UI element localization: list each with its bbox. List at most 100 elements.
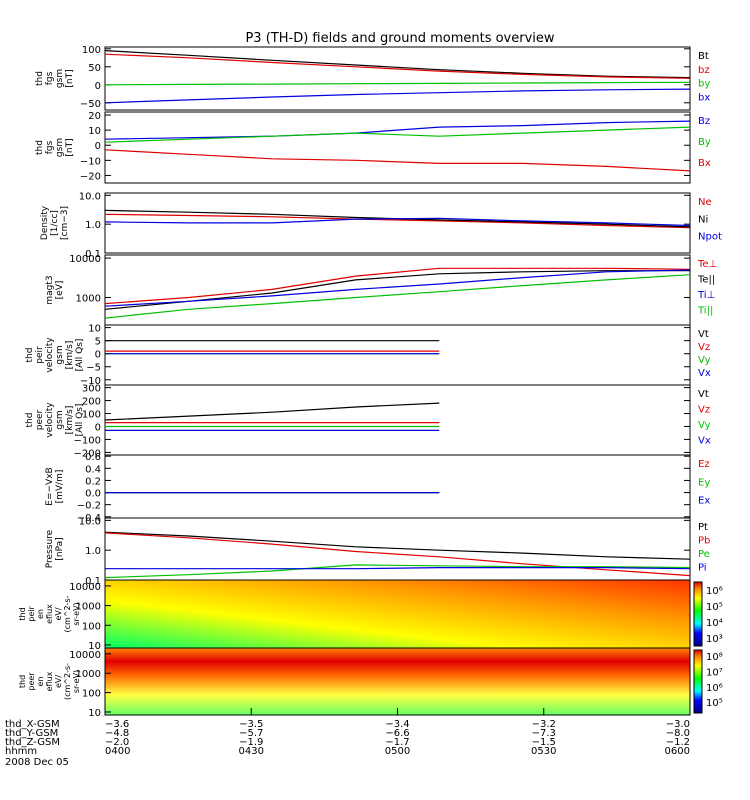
y-axis-label: [nT] (65, 138, 75, 156)
series-line-Pb (104, 532, 691, 577)
x-date: 2008 Dec 05 (5, 757, 69, 768)
panel-frame (104, 324, 691, 386)
colorbar-tick-label: 10⁶ (706, 683, 723, 694)
y-tick-label: −10 (80, 376, 101, 387)
legend-Vy: Vy (698, 355, 711, 366)
x-row-value: −3.4 (385, 719, 409, 730)
panel-efield: 0.60.40.2 0.0−0.2−0.4 E=−VxB [mV/m] Ez Ey Ex (45, 452, 710, 524)
legend-Ne: Ne (698, 197, 712, 208)
legend-by: by (698, 79, 710, 90)
y-tick-label: 10 (88, 324, 101, 335)
panel-peer-velocity: 300 200 1000 −100 −200 thd peer velocity gsm [km/… (25, 384, 711, 460)
x-row-value: −1.9 (239, 737, 263, 748)
y-axis-label: (cm^2-s- (63, 663, 72, 700)
y-axis-label: peer (35, 409, 45, 430)
y-tick-label: 0 (95, 422, 101, 433)
legend-Vz: Vz (698, 405, 710, 416)
series-line-Te|| (104, 270, 690, 310)
chart-title: P3 (TH-D) fields and ground moments over… (245, 31, 554, 46)
legend-Te||: Te|| (697, 275, 715, 286)
y-tick-label: 1000 (76, 602, 101, 613)
panel-frame (104, 111, 691, 184)
y-tick-label: 0.4 (85, 464, 101, 475)
x-row-label: hhmm (5, 746, 37, 757)
y-tick-label: 0.6 (85, 452, 101, 463)
y-axis-label: thd (35, 71, 45, 86)
y-axis-label: magt3 (45, 275, 55, 304)
y-axis-label: Pressure (45, 529, 55, 568)
legend-Bt: Bt (698, 51, 709, 62)
legend-Ti||: Ti|| (697, 306, 713, 317)
y-tick-label: 10 (88, 641, 101, 652)
x-row-value: −8.0 (666, 728, 690, 739)
panel-frame (104, 254, 691, 326)
y-axis-label: [mV/m] (55, 470, 65, 504)
legend-Pe: Pe (698, 549, 710, 560)
y-axis-label: gsm (55, 410, 65, 429)
y-tick-label: 1000 (76, 293, 101, 304)
x-row-value: −1.2 (666, 737, 690, 748)
panel-temperature: 10000 1000 magt3 [eV] Te⊥ Te|| Ti⊥ Ti|| (45, 254, 717, 326)
y-axis-label: sr-eV) (72, 602, 81, 625)
panel-fgs-gsm: 100 50 0 −50 thd fgs gsm [nT] Bt bz by bx (35, 45, 710, 111)
y-axis-label: sr-eV) (72, 670, 81, 693)
legend-Vt: Vt (698, 329, 709, 340)
colorbar-tick-label: 10³ (706, 634, 723, 645)
y-axis-label: eflux (45, 604, 54, 624)
panel-pressure: 10.0 1.0 0.1 Pressure [nPa] Pt Pb Pe Pi (45, 516, 710, 587)
y-tick-label: −50 (80, 99, 101, 110)
y-axis-label: eV/ (54, 607, 63, 620)
y-tick-label: 100 (82, 410, 101, 421)
y-tick-label: 200 (82, 397, 101, 408)
panel-frame (104, 192, 691, 254)
legend-Pi: Pi (698, 563, 707, 574)
y-tick-label: 0.0 (85, 489, 101, 500)
series-line-Pt (104, 531, 691, 560)
legend-Vx: Vx (698, 436, 711, 447)
series-line-bx (104, 88, 691, 104)
series-line-Bz (104, 120, 691, 140)
y-axis-label: [nT] (65, 69, 75, 87)
y-tick-label: 10 (88, 126, 101, 137)
y-tick-label: 10.0 (79, 191, 101, 202)
legend-Vz: Vz (698, 342, 710, 353)
y-tick-label: −0.4 (77, 513, 101, 524)
y-tick-label: 0 (95, 141, 101, 152)
y-tick-label: −200 (74, 448, 101, 459)
spectrogram-image (104, 647, 691, 716)
legend-Vt: Vt (698, 389, 709, 400)
x-row-value: 0600 (665, 746, 690, 757)
legend-Ex: Ex (698, 496, 710, 507)
x-row-value: −3.0 (666, 719, 690, 730)
y-tick-label: 50 (88, 63, 101, 74)
x-row-value: −1.5 (532, 737, 556, 748)
y-tick-label: 10000 (69, 254, 101, 265)
panel-frame (104, 384, 691, 456)
y-axis-label: eflux (45, 671, 54, 691)
y-axis-label: [nPa] (55, 537, 65, 560)
legend-bz: bz (698, 65, 710, 76)
y-axis-label: Density (40, 205, 50, 240)
y-axis-label: [km/s] (65, 406, 75, 435)
legend-Bz: Bz (698, 116, 710, 127)
y-axis-label: [All Qs] (75, 339, 85, 372)
series-line-Ti|| (104, 274, 691, 319)
y-axis-label: fgs (45, 140, 55, 154)
panel-fgs-dsl: 20 10 0 −10 −20 thd fgs gsm [nT] Bz By Bx (35, 111, 711, 184)
y-tick-label: −20 (80, 171, 101, 182)
y-axis-label: velocity (45, 337, 55, 373)
y-axis-label: [All Qs] (75, 404, 85, 437)
series-line-Bt (104, 50, 691, 79)
y-axis-label: thd (25, 413, 35, 428)
colorbar-tick-label: 10⁵ (706, 698, 723, 709)
y-axis-label: thd (18, 607, 27, 620)
series-line-Ti⊥ (104, 269, 691, 307)
panel-frame (104, 46, 691, 111)
y-tick-label: 1000 (76, 669, 101, 680)
legend-bx: bx (698, 92, 710, 103)
y-axis-label: gsm (55, 138, 65, 157)
colorbar (693, 649, 703, 714)
y-axis-label: thd (25, 348, 35, 363)
legend-Bx: Bx (698, 158, 711, 169)
